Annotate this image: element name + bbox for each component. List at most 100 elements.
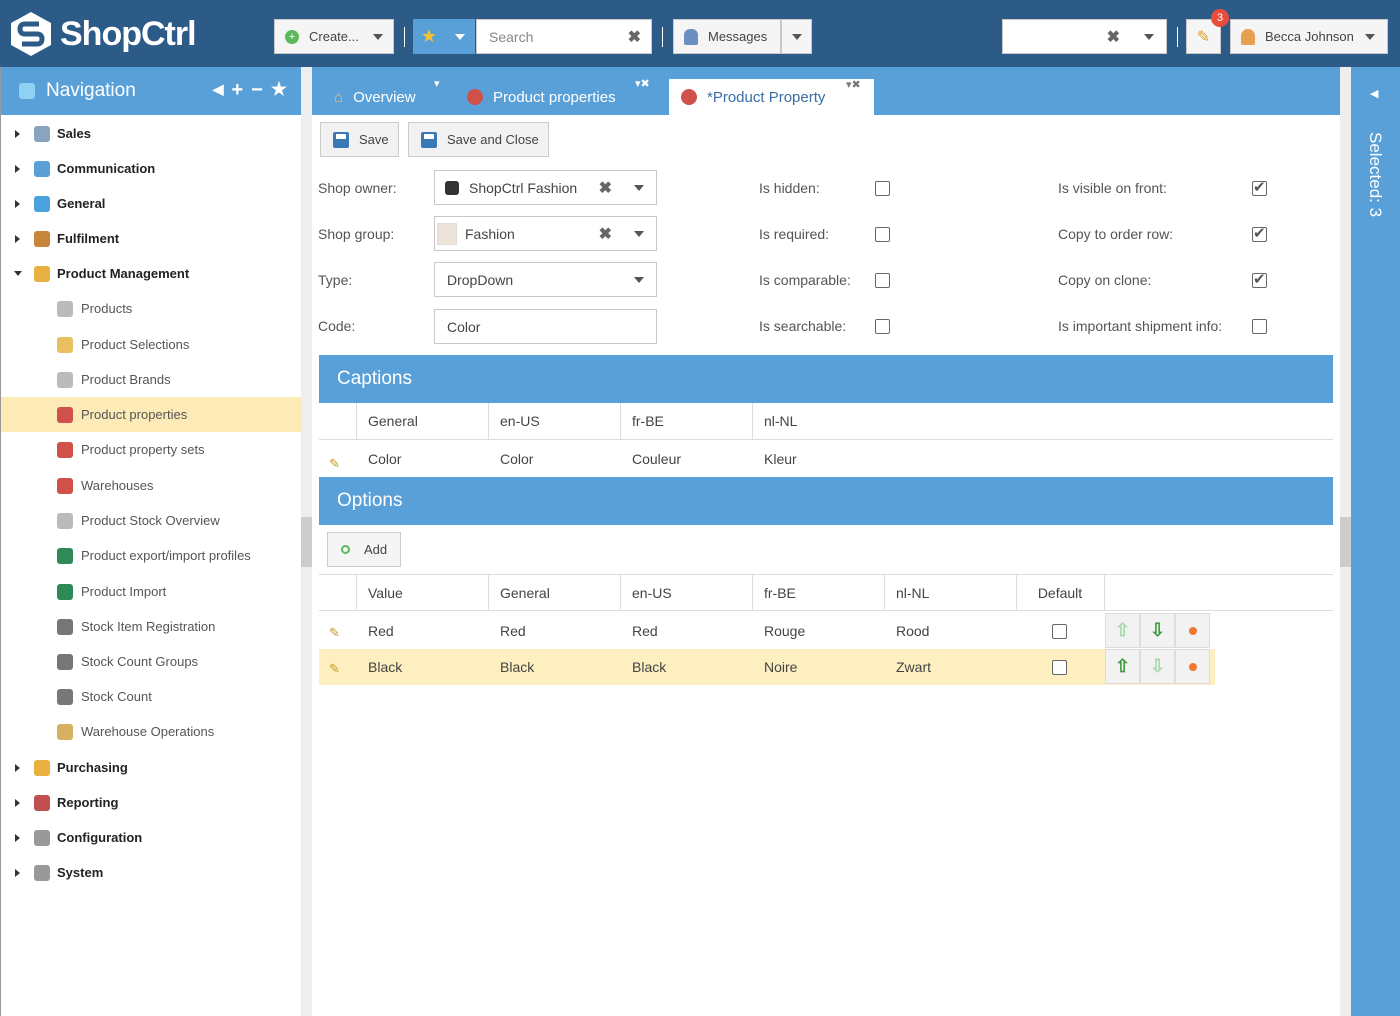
move-down-icon[interactable]: ⇩ <box>1140 649 1175 684</box>
default-checkbox[interactable] <box>1052 660 1067 675</box>
user-menu[interactable]: Becca Johnson <box>1230 19 1388 54</box>
collapse-icon[interactable]: ◀ <box>1370 88 1379 100</box>
add-option-button[interactable]: Add <box>327 532 401 567</box>
sidebar: Navigation ◀ + − ★ Sales Communication Gen… <box>0 67 301 1016</box>
list-icon <box>57 653 73 670</box>
is-comparable-checkbox[interactable] <box>875 273 890 288</box>
search-input[interactable]: Search ✖ <box>476 19 652 54</box>
is-hidden-checkbox[interactable] <box>875 181 890 196</box>
save-button[interactable]: Save <box>320 122 399 157</box>
sidebar-item-communication[interactable]: Communication <box>1 151 301 186</box>
sidebar-item-products[interactable]: Products <box>1 291 301 326</box>
is-required-checkbox[interactable] <box>875 227 890 242</box>
star-icon: ★ <box>420 26 438 46</box>
sidebar-item-product-selections[interactable]: Product Selections <box>1 327 301 362</box>
delete-icon[interactable] <box>1175 613 1210 648</box>
clear-icon[interactable]: ✖ <box>1106 28 1120 46</box>
user-name: Becca Johnson <box>1265 29 1354 44</box>
tab-overview[interactable]: ⌂ Overview ▾ <box>334 78 452 115</box>
clear-icon[interactable]: ✖ <box>598 179 612 197</box>
sidebar-item-product-properties[interactable]: Product properties <box>1 397 301 432</box>
move-up-icon[interactable]: ⇧ <box>1105 613 1140 648</box>
move-up-icon[interactable]: ⇧ <box>1105 649 1140 684</box>
property-icon <box>57 406 73 423</box>
shop-group-field[interactable]: Fashion ✖ <box>434 216 657 251</box>
sidebar-item-sales[interactable]: Sales <box>1 116 301 151</box>
chevron-down-icon <box>634 184 644 191</box>
collapse-all-icon[interactable]: − <box>251 79 263 101</box>
favorites-dropdown[interactable] <box>445 19 475 54</box>
sidebar-item-product-property-sets[interactable]: Product property sets <box>1 432 301 467</box>
expand-arrow-icon[interactable] <box>15 868 20 877</box>
sidebar-item-product-export-import-profiles[interactable]: Product export/import profiles <box>1 538 301 573</box>
copy-on-clone-checkbox[interactable] <box>1252 270 1267 288</box>
sidebar-splitter[interactable] <box>301 67 312 1016</box>
expand-arrow-icon[interactable] <box>15 234 20 243</box>
pencil-icon[interactable]: ✎ <box>329 661 340 676</box>
property-icon <box>57 441 73 458</box>
create-button[interactable]: + Create... <box>274 19 394 54</box>
column-divider <box>356 403 357 440</box>
pencil-icon[interactable]: ✎ <box>329 625 340 640</box>
save-and-close-button[interactable]: Save and Close <box>408 122 549 157</box>
expand-arrow-icon[interactable] <box>15 199 20 208</box>
sidebar-item-general[interactable]: General <box>1 186 301 221</box>
expand-arrow-icon[interactable] <box>15 763 20 772</box>
property-icon <box>57 477 73 494</box>
sidebar-item-product-stock-overview[interactable]: Product Stock Overview <box>1 503 301 538</box>
clear-icon[interactable]: ✖ <box>598 225 612 243</box>
code-input[interactable]: Color <box>434 309 657 344</box>
tab-product-property[interactable]: *Product Property ▾✖ <box>669 79 874 115</box>
save-icon <box>333 131 349 148</box>
messages-dropdown[interactable] <box>781 19 812 54</box>
sidebar-item-warehouses[interactable]: Warehouses <box>1 468 301 503</box>
sidebar-item-stock-count[interactable]: Stock Count <box>1 679 301 714</box>
clear-icon[interactable]: ✖ <box>627 28 641 46</box>
column-header: nl-NL <box>896 585 930 601</box>
tab-close-icon[interactable]: ▾✖ <box>635 78 650 90</box>
expand-arrow-icon[interactable] <box>15 164 20 173</box>
is-important-shipment-info-checkbox[interactable] <box>1252 319 1267 334</box>
tab-close-icon[interactable]: ▾✖ <box>846 79 861 91</box>
favorites-button[interactable]: ★ <box>413 19 445 54</box>
sidebar-item-stock-item-registration[interactable]: Stock Item Registration <box>1 609 301 644</box>
is-searchable-checkbox[interactable] <box>875 319 890 334</box>
sidebar-item-label: Sales <box>57 126 91 141</box>
selection-panel[interactable]: ◀ Selected: 3 <box>1351 67 1400 1016</box>
is-visible-on-front-checkbox[interactable] <box>1252 178 1267 196</box>
expand-arrow-icon[interactable] <box>15 129 20 138</box>
sidebar-item-configuration[interactable]: Configuration <box>1 820 301 855</box>
sidebar-item-reporting[interactable]: Reporting <box>1 785 301 820</box>
default-checkbox[interactable] <box>1052 624 1067 639</box>
save-icon <box>421 131 437 148</box>
type-select[interactable]: DropDown <box>434 262 657 297</box>
expand-arrow-icon[interactable] <box>14 271 22 276</box>
expand-arrow-icon[interactable] <box>15 798 20 807</box>
sidebar-item-label: Fulfilment <box>57 231 120 246</box>
column-divider <box>1104 575 1105 611</box>
sidebar-item-product-import[interactable]: Product Import <box>1 574 301 609</box>
collapse-icon[interactable]: ◀ <box>212 81 224 97</box>
shopctrl-logo-icon <box>445 180 459 195</box>
shop-owner-field[interactable]: ShopCtrl Fashion ✖ <box>434 170 657 205</box>
pencil-icon[interactable]: ✎ <box>329 456 340 471</box>
sidebar-item-warehouse-operations[interactable]: Warehouse Operations <box>1 714 301 749</box>
move-down-icon[interactable]: ⇩ <box>1140 613 1175 648</box>
tab-product-properties[interactable]: Product properties ▾✖ <box>467 78 667 115</box>
sidebar-item-system[interactable]: System <box>1 855 301 890</box>
expand-all-icon[interactable]: + <box>231 79 244 101</box>
delete-icon[interactable] <box>1175 649 1210 684</box>
messages-button[interactable]: Messages <box>673 19 781 54</box>
sidebar-item-fulfilment[interactable]: Fulfilment <box>1 221 301 256</box>
copy-to-order-row-checkbox[interactable] <box>1252 224 1267 242</box>
shop-owner-label: Shop owner: <box>318 180 397 196</box>
right-splitter[interactable] <box>1340 67 1351 1016</box>
sidebar-item-product-management[interactable]: Product Management <box>1 256 301 291</box>
expand-arrow-icon[interactable] <box>15 833 20 842</box>
sidebar-item-product-brands[interactable]: Product Brands <box>1 362 301 397</box>
shop-select[interactable]: ✖ <box>1002 19 1167 54</box>
sidebar-item-stock-count-groups[interactable]: Stock Count Groups <box>1 644 301 679</box>
star-icon[interactable]: ★ <box>270 79 287 99</box>
tab-menu-icon[interactable]: ▾ <box>434 78 440 90</box>
sidebar-item-purchasing[interactable]: Purchasing <box>1 750 301 785</box>
